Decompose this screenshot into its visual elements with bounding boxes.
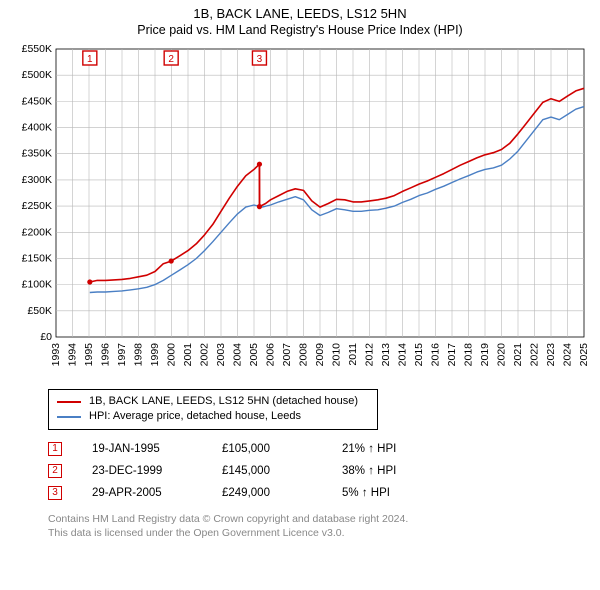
svg-text:2008: 2008 bbox=[298, 343, 310, 367]
svg-text:2024: 2024 bbox=[562, 343, 574, 367]
svg-text:£350K: £350K bbox=[22, 148, 52, 160]
sale-row: 3 29-APR-2005£249,0005% ↑ HPI bbox=[48, 482, 590, 504]
svg-text:2001: 2001 bbox=[182, 343, 194, 367]
svg-text:2015: 2015 bbox=[413, 343, 425, 367]
svg-text:£300K: £300K bbox=[22, 174, 52, 186]
svg-text:£0: £0 bbox=[40, 331, 52, 343]
sale-marker: 1 bbox=[48, 442, 62, 456]
legend-swatch bbox=[57, 401, 81, 403]
sale-date: 29-APR-2005 bbox=[92, 487, 222, 499]
title-sub: Price paid vs. HM Land Registry's House … bbox=[10, 23, 590, 37]
legend-label: 1B, BACK LANE, LEEDS, LS12 5HN (detached… bbox=[89, 394, 358, 409]
sales-table: 1 19-JAN-1995£105,00021% ↑ HPI 2 23-DEC-199… bbox=[48, 438, 590, 504]
legend-row: 1B, BACK LANE, LEEDS, LS12 5HN (detached… bbox=[57, 394, 369, 409]
sale-price: £249,000 bbox=[222, 487, 342, 499]
svg-text:£100K: £100K bbox=[22, 279, 52, 291]
svg-text:1997: 1997 bbox=[116, 343, 128, 367]
sale-date: 19-JAN-1995 bbox=[92, 443, 222, 455]
svg-text:1995: 1995 bbox=[83, 343, 95, 367]
svg-text:1: 1 bbox=[87, 54, 93, 65]
svg-text:2013: 2013 bbox=[380, 343, 392, 367]
svg-text:2009: 2009 bbox=[314, 343, 326, 367]
legend-swatch bbox=[57, 416, 81, 418]
sale-price: £145,000 bbox=[222, 465, 342, 477]
svg-text:1998: 1998 bbox=[133, 343, 145, 367]
legend-row: HPI: Average price, detached house, Leed… bbox=[57, 409, 369, 424]
footer: Contains HM Land Registry data © Crown c… bbox=[48, 512, 590, 540]
svg-text:2018: 2018 bbox=[463, 343, 475, 367]
sale-row: 1 19-JAN-1995£105,00021% ↑ HPI bbox=[48, 438, 590, 460]
svg-text:2023: 2023 bbox=[545, 343, 557, 367]
svg-text:1996: 1996 bbox=[100, 343, 112, 367]
svg-text:£50K: £50K bbox=[27, 305, 52, 317]
svg-text:2020: 2020 bbox=[496, 343, 508, 367]
svg-text:2012: 2012 bbox=[364, 343, 376, 367]
footer-line: This data is licensed under the Open Gov… bbox=[48, 526, 590, 540]
legend: 1B, BACK LANE, LEEDS, LS12 5HN (detached… bbox=[48, 389, 378, 430]
sale-diff: 5% ↑ HPI bbox=[342, 487, 442, 499]
svg-text:2011: 2011 bbox=[347, 343, 359, 366]
svg-text:2002: 2002 bbox=[199, 343, 211, 367]
svg-text:1994: 1994 bbox=[67, 343, 79, 367]
svg-text:2025: 2025 bbox=[578, 343, 590, 367]
sale-row: 2 23-DEC-1999£145,00038% ↑ HPI bbox=[48, 460, 590, 482]
svg-text:£400K: £400K bbox=[22, 122, 52, 134]
svg-text:2016: 2016 bbox=[430, 343, 442, 367]
svg-text:£450K: £450K bbox=[22, 95, 52, 107]
svg-text:2000: 2000 bbox=[166, 343, 178, 367]
titles: 1B, BACK LANE, LEEDS, LS12 5HN Price pai… bbox=[10, 6, 590, 43]
svg-text:2010: 2010 bbox=[331, 343, 343, 367]
sale-diff: 38% ↑ HPI bbox=[342, 465, 442, 477]
chart-svg: £0 £50K £100K £150K £200K £250K £300K £350K £400… bbox=[10, 43, 590, 383]
svg-text:2021: 2021 bbox=[512, 343, 524, 367]
svg-text:£250K: £250K bbox=[22, 200, 52, 212]
legend-label: HPI: Average price, detached house, Leed… bbox=[89, 409, 301, 424]
svg-text:1993: 1993 bbox=[50, 343, 62, 367]
footer-line: Contains HM Land Registry data © Crown c… bbox=[48, 512, 590, 526]
svg-text:2014: 2014 bbox=[397, 343, 409, 367]
sale-diff: 21% ↑ HPI bbox=[342, 443, 442, 455]
sale-price: £105,000 bbox=[222, 443, 342, 455]
svg-text:2: 2 bbox=[168, 54, 174, 65]
svg-text:2007: 2007 bbox=[281, 343, 293, 367]
svg-text:2022: 2022 bbox=[529, 343, 541, 367]
sale-marker: 2 bbox=[48, 464, 62, 478]
svg-text:2005: 2005 bbox=[248, 343, 260, 367]
svg-text:3: 3 bbox=[257, 54, 263, 65]
svg-text:1999: 1999 bbox=[149, 343, 161, 367]
svg-text:2004: 2004 bbox=[232, 343, 244, 367]
svg-text:2003: 2003 bbox=[215, 343, 227, 367]
sale-marker: 3 bbox=[48, 486, 62, 500]
svg-text:£200K: £200K bbox=[22, 226, 52, 238]
svg-text:2019: 2019 bbox=[479, 343, 491, 367]
svg-text:£500K: £500K bbox=[22, 69, 52, 81]
svg-text:£550K: £550K bbox=[22, 43, 52, 55]
title-main: 1B, BACK LANE, LEEDS, LS12 5HN bbox=[10, 6, 590, 21]
chart-container: 1B, BACK LANE, LEEDS, LS12 5HN Price pai… bbox=[0, 0, 600, 590]
svg-text:2017: 2017 bbox=[446, 343, 458, 367]
svg-text:2006: 2006 bbox=[265, 343, 277, 367]
chart: £0 £50K £100K £150K £200K £250K £300K £350K £400… bbox=[10, 43, 590, 383]
svg-text:£150K: £150K bbox=[22, 252, 52, 264]
sale-date: 23-DEC-1999 bbox=[92, 465, 222, 477]
